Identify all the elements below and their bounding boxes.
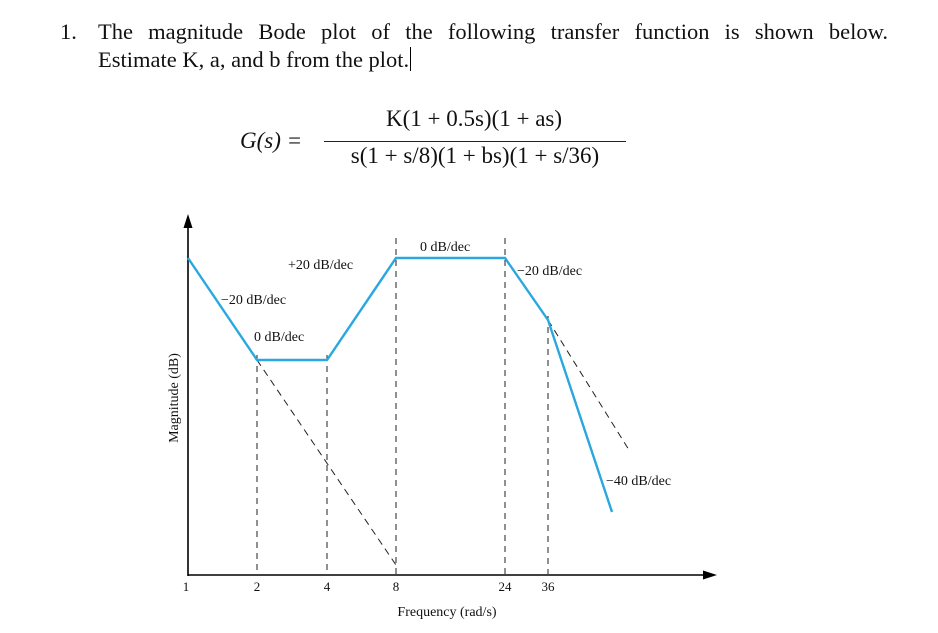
x-tick-36: 36	[542, 579, 556, 594]
transfer-function-equation: G(s) = K(1 + 0.5s)(1 + as) s(1 + s/8)(1 …	[240, 106, 640, 176]
label-seg6: −40 dB/dec	[606, 474, 671, 489]
axes	[183, 214, 717, 580]
segment-labels: −20 dB/dec 0 dB/dec +20 dB/dec 0 dB/dec …	[221, 240, 671, 489]
x-axis-label: Frequency (rad/s)	[397, 605, 496, 620]
label-seg1: −20 dB/dec	[221, 293, 286, 308]
fraction-bar	[324, 141, 626, 143]
x-axis-arrow	[703, 570, 717, 580]
text-cursor	[410, 47, 412, 71]
question-line-2-text: Estimate K, a, and b from the plot.	[98, 47, 410, 72]
extension-low-freq	[256, 359, 397, 566]
y-axis-arrow	[183, 214, 193, 228]
label-seg2: 0 dB/dec	[254, 330, 304, 345]
label-seg5: −20 dB/dec	[517, 264, 582, 279]
x-tick-24: 24	[499, 579, 513, 594]
x-tick-8: 8	[393, 579, 400, 594]
question-line-1: The magnitude Bode plot of the following…	[98, 19, 888, 44]
x-tick-4: 4	[324, 579, 331, 594]
label-seg3: +20 dB/dec	[288, 258, 353, 273]
extension-lines	[256, 319, 630, 566]
equation-denominator: s(1 + s/8)(1 + bs)(1 + s/36)	[350, 143, 600, 168]
label-seg4: 0 dB/dec	[420, 240, 470, 255]
asymptote-curve	[187, 256, 614, 513]
x-tick-labels: 1 2 4 8 24 36	[183, 579, 555, 594]
breakpoint-guides	[256, 238, 549, 574]
y-axis-label: Magnitude (dB)	[167, 353, 182, 443]
equation-numerator: K(1 + 0.5s)(1 + as)	[385, 106, 563, 131]
extension-high-freq	[547, 319, 630, 451]
x-tick-2: 2	[254, 579, 261, 594]
question-number: 1.	[60, 19, 77, 44]
x-tick-1: 1	[183, 579, 190, 594]
question-line-2[interactable]: Estimate K, a, and b from the plot.	[98, 46, 412, 74]
equation-lhs: G(s) =	[240, 128, 303, 153]
